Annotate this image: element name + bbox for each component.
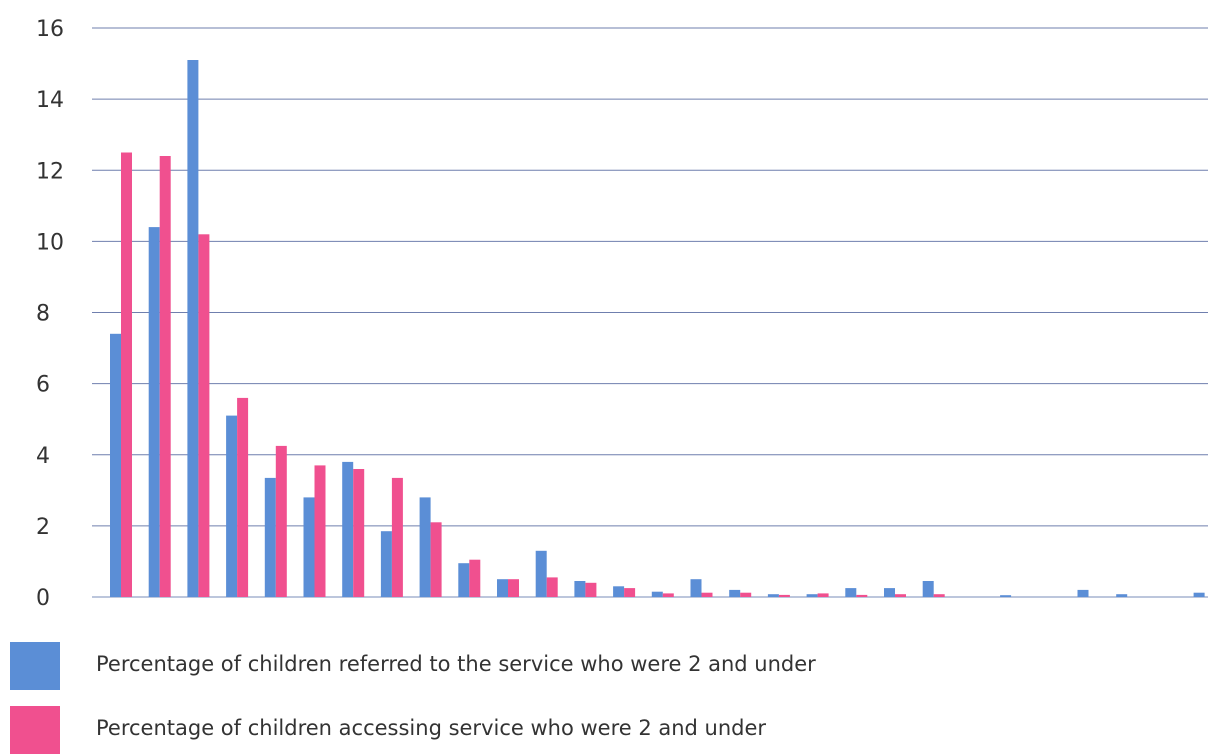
bar-series2-cat7 [353,469,365,597]
bar-series2-cat20 [856,594,868,597]
y-tick-label: 12 [36,159,64,184]
legend-label-accessing: Percentage of children accessing service… [96,716,767,740]
bar-series2-cat17 [740,592,752,597]
bar-series2-cat4 [237,397,249,597]
bar-series2-cat22 [933,594,945,597]
bar-series1-cat29 [1193,592,1205,597]
bar-series2-cat21 [895,594,906,597]
gridlines [92,27,1208,598]
bar-series1-cat7 [342,461,354,597]
legend-label-referred: Percentage of children referred to the s… [96,652,816,676]
bar-series1-cat19 [806,594,818,597]
bar-series1-cat26 [1077,589,1089,597]
y-axis-tick-labels: 0 2 4 6 8 10 12 14 16 [36,17,64,611]
bar-series1-cat1 [110,333,121,597]
bar-series2-cat16 [701,592,713,597]
bar-series1-cat18 [767,594,779,597]
bar-series1-cat14 [613,586,625,597]
bar-series1-cat27 [1116,594,1128,597]
y-tick-label: 14 [36,88,64,113]
y-tick-label: 10 [36,230,64,255]
bar-series1-cat9 [419,497,431,597]
bar-series2-cat19 [817,593,829,597]
y-tick-label: 8 [36,302,50,327]
bar-series1-cat17 [729,589,741,597]
bar-series1-cat10 [458,563,470,597]
bar-series1-cat2 [148,227,160,597]
bar-series1-cat13 [574,581,586,597]
bar-series1-cat12 [535,550,547,597]
bar-series2-cat14 [624,588,636,597]
y-tick-label: 0 [36,586,50,611]
bar-series1-cat4 [226,415,238,597]
bar-series2-cat2 [159,156,171,597]
legend-swatch-referred [10,642,60,690]
bar-series1-cat21 [884,588,895,597]
bar-series2-cat13 [585,582,597,597]
bar-series1-cat20 [845,588,857,597]
bar-series2-cat10 [469,559,481,597]
bar-series2-cat9 [430,522,442,597]
bar-series2-cat6 [314,465,326,597]
bar-series1-cat3 [187,60,199,597]
legend-item-referred: Percentage of children referred to the s… [10,642,1190,690]
bar-series2-cat3 [198,234,210,598]
bar-series2-cat18 [778,594,790,597]
bar-series1-cat22 [922,581,934,597]
bar-series2-cat11 [508,579,519,597]
y-tick-label: 4 [36,444,50,469]
y-tick-label: 6 [36,373,50,398]
y-tick-label: 16 [36,17,64,42]
bar-series1-cat5 [264,477,276,597]
bar-series2-cat12 [546,577,558,597]
bar-series2-cat5 [275,445,287,597]
bars [110,60,1205,598]
bar-series1-cat24 [1000,595,1012,597]
bar-series2-cat8 [391,477,403,597]
bar-series1-cat11 [497,579,508,597]
bar-series1-cat8 [380,531,392,597]
bar-series1-cat16 [690,579,702,597]
y-tick-label: 2 [36,515,50,540]
bar-series2-cat15 [662,593,674,597]
legend-item-accessing: Percentage of children accessing service… [10,706,1190,754]
bar-series1-cat15 [651,591,663,597]
bar-series2-cat1 [121,152,132,597]
legend-swatch-accessing [10,706,60,754]
bar-series1-cat6 [303,497,315,597]
bar-chart: 0 2 4 6 8 10 12 14 16 [36,17,1208,611]
